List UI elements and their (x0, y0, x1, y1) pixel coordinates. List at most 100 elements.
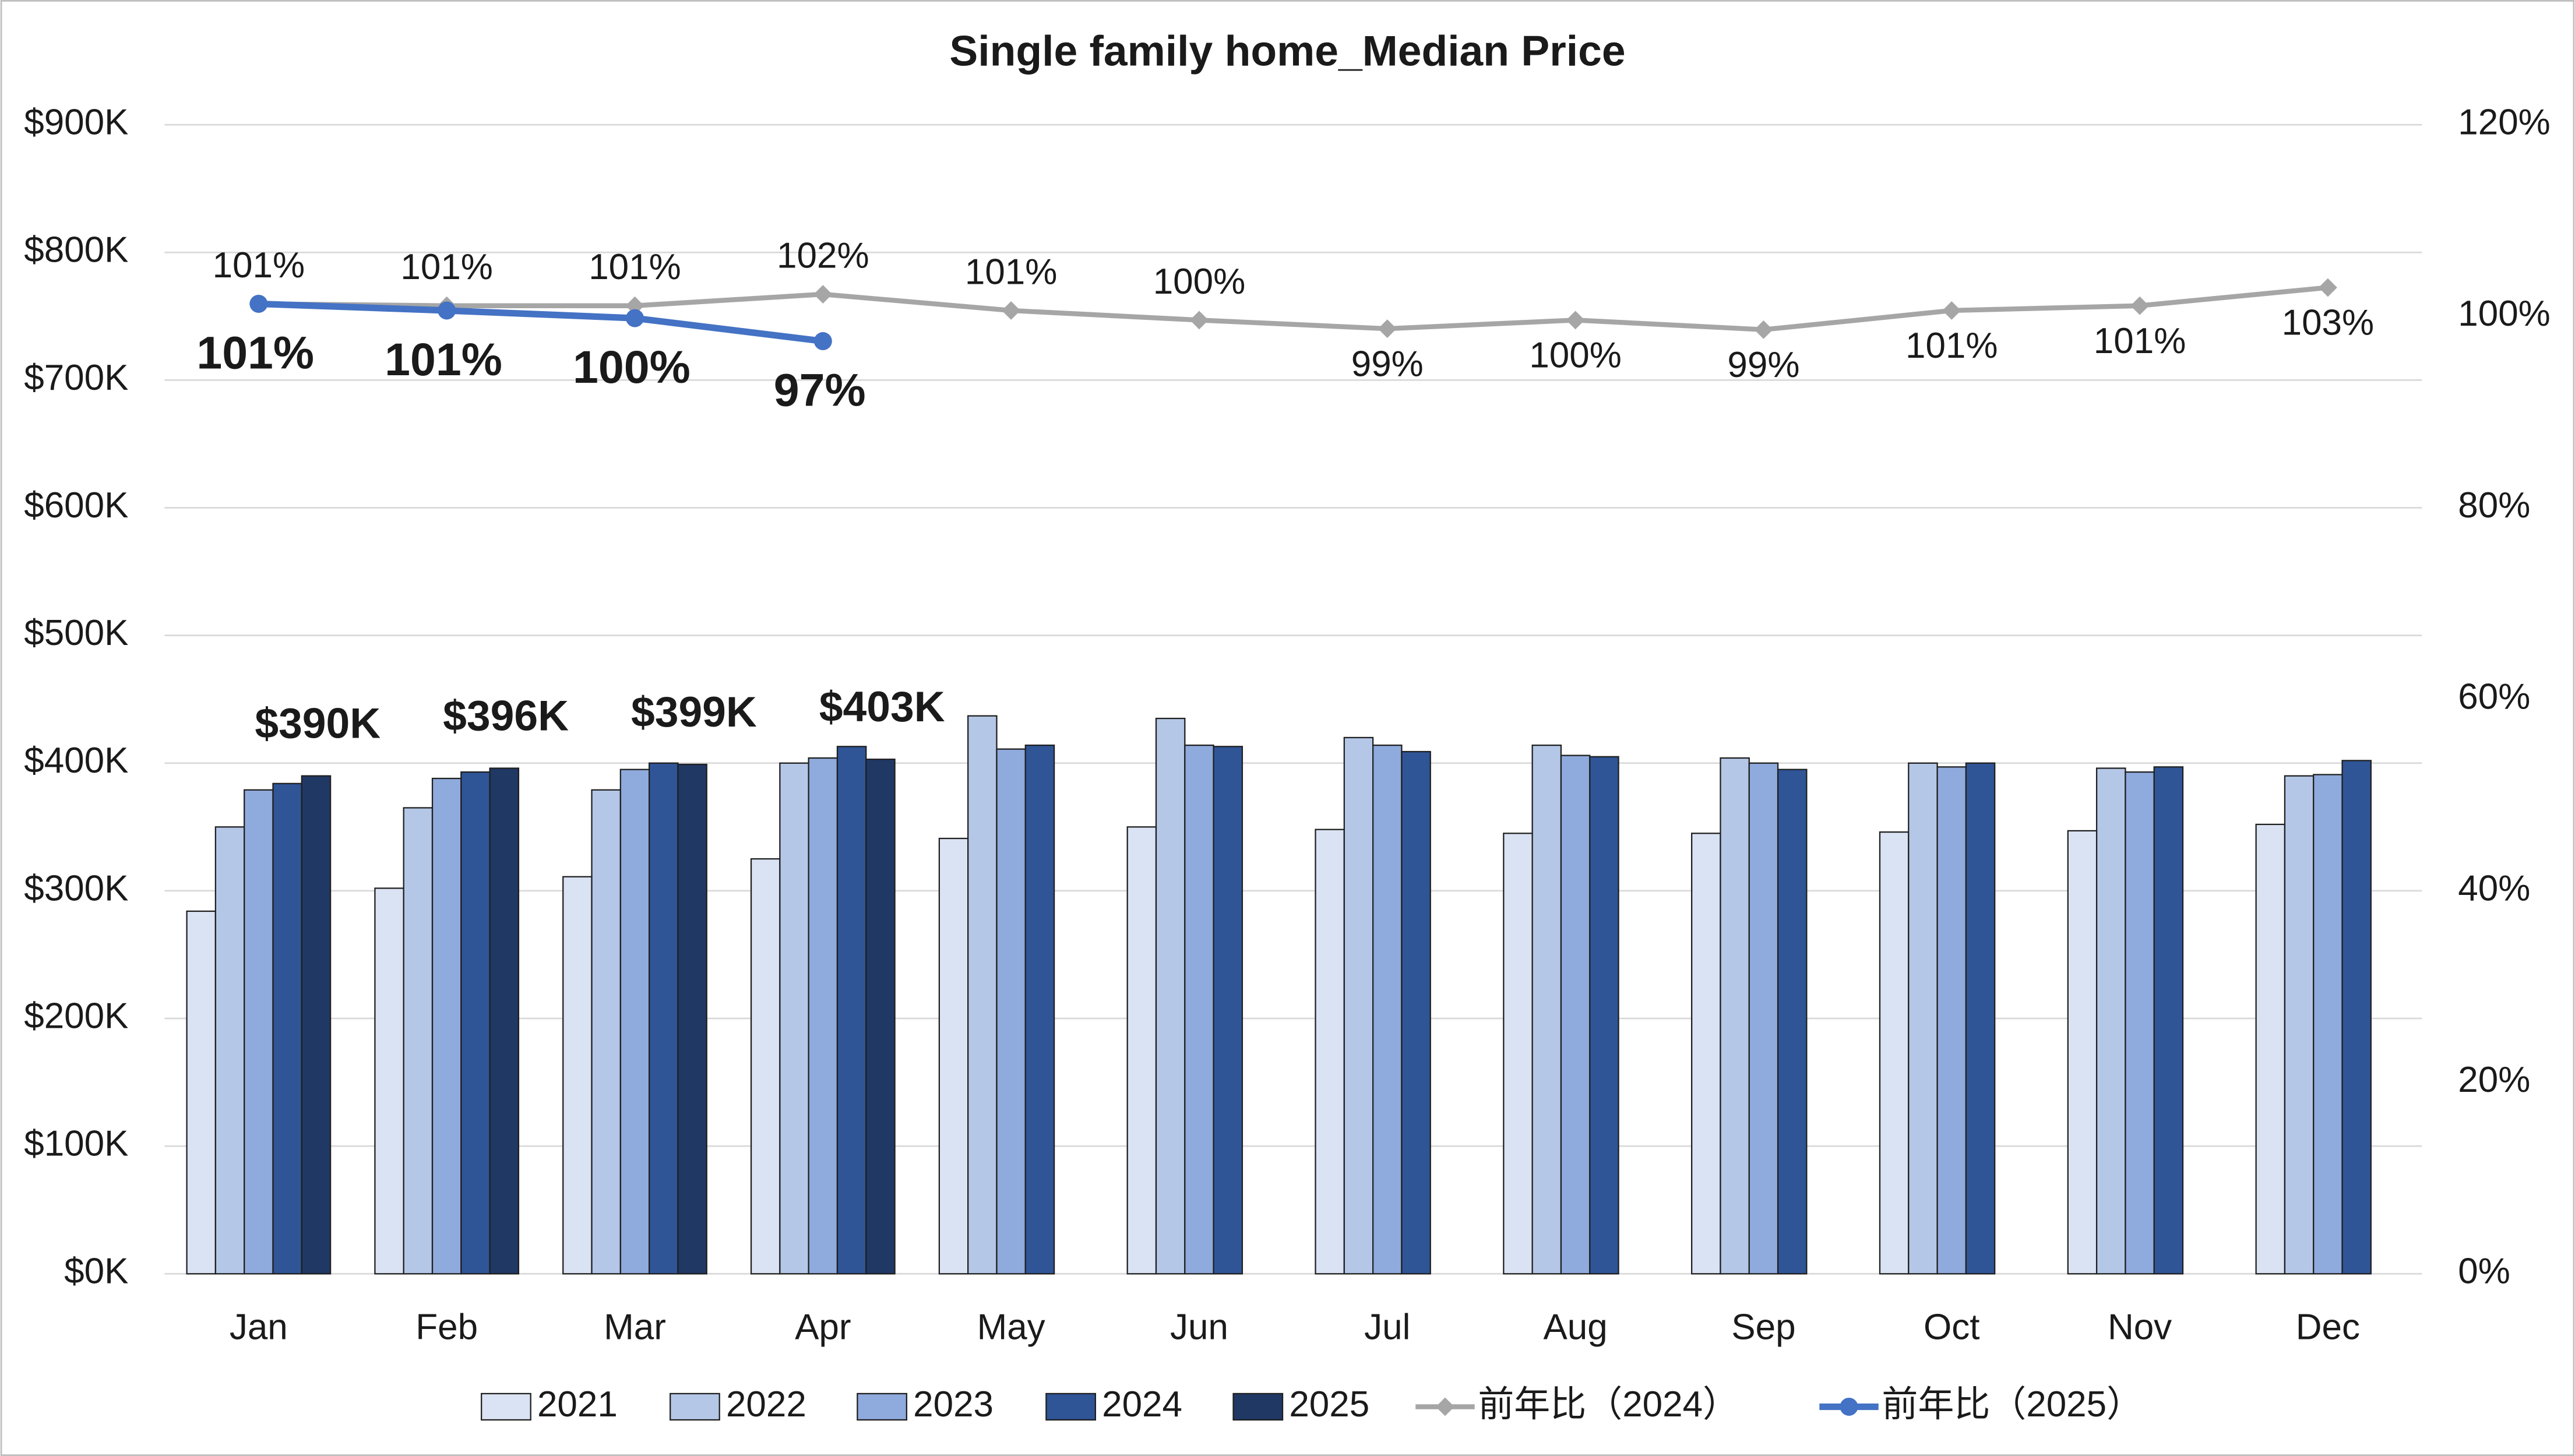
bar (2341, 760, 2372, 1275)
line-value-label: 101% (589, 247, 681, 287)
bar (1531, 744, 1562, 1275)
legend-label: 2022 (726, 1384, 806, 1425)
bar (431, 777, 462, 1275)
y-tick-label: $400K (24, 741, 128, 781)
line-value-label: 101% (2094, 321, 2186, 361)
line-value-label: 101% (385, 334, 502, 385)
y-tick-label: $0K (64, 1251, 128, 1292)
line (258, 300, 823, 345)
x-tick-label: Jul (1364, 1307, 1410, 1347)
bar (2125, 771, 2155, 1275)
bar (1213, 746, 1244, 1275)
line-marker (1378, 319, 1397, 339)
x-tick-label: Sep (1731, 1307, 1795, 1347)
legend-swatch (1232, 1392, 1284, 1421)
y-tick-label: $500K (24, 613, 128, 653)
line-value-label: 101% (196, 327, 314, 378)
bar (1560, 755, 1591, 1275)
bar (2095, 767, 2126, 1275)
legend-label: 前年比（2024） (1478, 1384, 1739, 1425)
bar (301, 775, 332, 1275)
y2-tick-label: 20% (2458, 1060, 2530, 1100)
y-tick-label: $100K (24, 1124, 128, 1164)
bar (938, 837, 969, 1275)
bar (996, 748, 1026, 1275)
bar (403, 807, 434, 1275)
legend-label: 2023 (913, 1384, 994, 1425)
line-marker (625, 309, 644, 327)
line-value-label: 99% (1727, 345, 1799, 385)
legend-label: 2021 (537, 1384, 618, 1425)
line-value-label: 101% (213, 245, 305, 285)
x-tick-label: Mar (604, 1307, 666, 1347)
bar (1720, 757, 1750, 1275)
bar (272, 782, 302, 1275)
x-tick-label: Jun (1170, 1307, 1228, 1347)
line-value-label: 100% (1153, 262, 1246, 302)
bar (1777, 768, 1808, 1275)
line-value-label: 100% (1529, 336, 1622, 376)
bar (779, 762, 809, 1275)
bar (1126, 826, 1157, 1275)
bar (374, 887, 404, 1275)
legend-swatch (481, 1392, 531, 1421)
bar-value-label: $390K (255, 699, 381, 747)
bar (677, 763, 707, 1275)
x-tick-label: Apr (795, 1307, 851, 1347)
line-value-label: 101% (400, 247, 493, 287)
line-value-label: 97% (774, 365, 866, 416)
bar (1315, 829, 1345, 1275)
bar (214, 826, 245, 1275)
bar (967, 715, 998, 1275)
line-value-label: 103% (2282, 303, 2375, 343)
legend-swatch (670, 1392, 720, 1421)
legend-swatch (1045, 1392, 1096, 1421)
line-value-label: 99% (1351, 344, 1424, 384)
bar (1503, 833, 1533, 1275)
bar (591, 789, 621, 1275)
x-tick-label: Feb (415, 1307, 478, 1347)
y-tick-label: $900K (24, 102, 128, 142)
x-tick-label: May (977, 1307, 1045, 1347)
bar-value-label: $399K (631, 688, 757, 736)
bar (460, 771, 491, 1275)
bar (1691, 833, 1721, 1275)
legend-swatch (857, 1392, 907, 1421)
legend-marker (1840, 1397, 1858, 1416)
bar (1343, 736, 1374, 1275)
bar (1155, 717, 1186, 1275)
line-value-label: 101% (965, 252, 1058, 292)
bar (489, 767, 520, 1275)
line-marker (813, 332, 832, 351)
legend-label: 前年比（2025） (1882, 1384, 2143, 1425)
bar (750, 858, 781, 1275)
bar (619, 768, 650, 1275)
bar (2255, 823, 2286, 1275)
y-tick-label: $200K (24, 996, 128, 1036)
legend-label: 2025 (1289, 1384, 1369, 1425)
y2-tick-label: 60% (2458, 677, 2530, 717)
bar (1908, 762, 1938, 1275)
x-tick-label: Oct (1924, 1307, 1979, 1347)
y-tick-label: $600K (24, 485, 128, 526)
bar-value-label: $396K (443, 692, 569, 739)
bar (2284, 775, 2315, 1275)
bar (2313, 774, 2343, 1275)
bar (1372, 744, 1403, 1275)
y2-tick-label: 80% (2458, 485, 2530, 526)
bar-value-label: $403K (819, 683, 945, 731)
bar (1748, 762, 1779, 1275)
legend-label: 2024 (1102, 1384, 1182, 1425)
bar (836, 746, 867, 1275)
bar (2067, 830, 2098, 1275)
line-value-label: 102% (777, 235, 869, 276)
y2-tick-label: 40% (2458, 868, 2530, 908)
line-marker (1566, 311, 1585, 330)
x-tick-label: Aug (1543, 1307, 1607, 1347)
y-tick-label: $700K (24, 358, 128, 398)
line-marker (1190, 311, 1209, 330)
y2-tick-label: 120% (2458, 102, 2551, 142)
bar (2153, 766, 2184, 1275)
line (258, 285, 2329, 333)
